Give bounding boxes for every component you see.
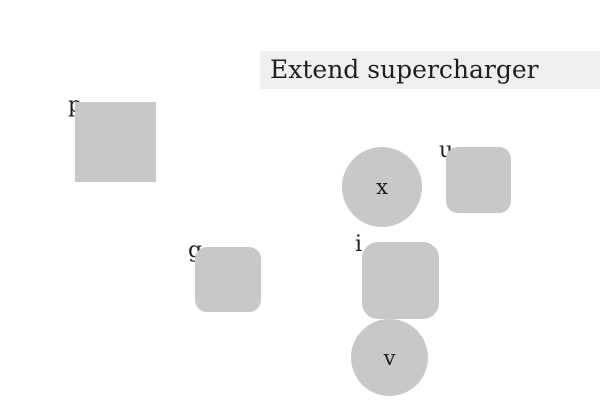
shape-p[interactable] [75, 102, 156, 182]
shape-v[interactable]: v [351, 319, 428, 396]
shape-i[interactable] [362, 242, 439, 319]
shape-label-v: v [383, 345, 396, 370]
shape-label-i: i [355, 232, 363, 257]
shape-label-x: x [376, 175, 388, 199]
shape-x[interactable]: x [342, 147, 422, 227]
shape-g[interactable] [195, 247, 261, 312]
shape-u[interactable] [446, 147, 511, 213]
task-instruction: Extend supercharger [260, 51, 600, 89]
